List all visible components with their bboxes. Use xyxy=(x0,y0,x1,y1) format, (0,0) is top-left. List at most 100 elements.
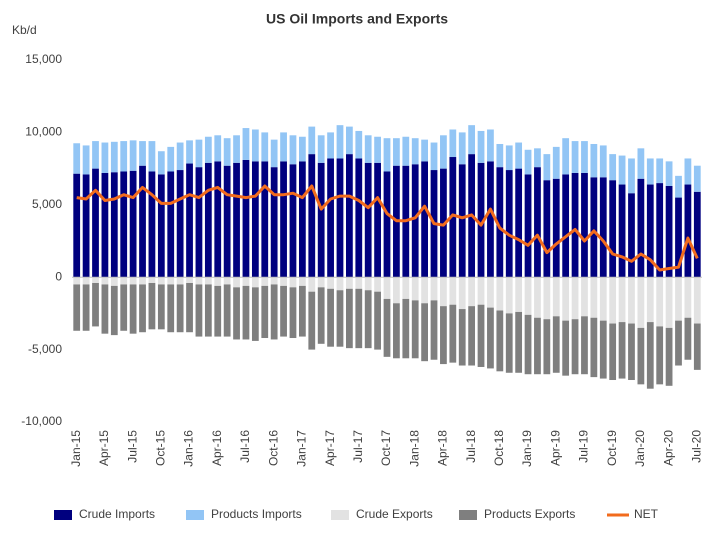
bar xyxy=(73,284,81,331)
bar xyxy=(656,277,664,327)
bar xyxy=(336,277,344,291)
bar xyxy=(298,136,306,162)
x-tick-label: Oct-16 xyxy=(266,430,280,466)
bar xyxy=(317,287,325,344)
bar xyxy=(684,158,692,185)
legend-swatch xyxy=(459,510,477,520)
bar xyxy=(393,277,400,304)
bar xyxy=(581,316,588,375)
bar xyxy=(543,154,551,181)
bar xyxy=(289,277,297,288)
bar xyxy=(656,158,664,184)
bar xyxy=(214,285,222,337)
bar xyxy=(308,154,316,278)
bar xyxy=(421,161,428,278)
bar xyxy=(204,284,212,337)
legend-swatch xyxy=(331,510,349,520)
bar xyxy=(458,164,466,278)
bar xyxy=(223,284,231,337)
bar xyxy=(665,277,673,328)
bar xyxy=(261,132,269,162)
bar xyxy=(383,138,391,172)
chart-title: US Oil Imports and Exports xyxy=(266,11,448,27)
bar xyxy=(157,174,165,278)
bar xyxy=(656,326,664,385)
bar xyxy=(101,142,109,173)
bar xyxy=(336,158,344,278)
bar xyxy=(571,141,579,173)
bar xyxy=(477,130,485,163)
bar xyxy=(346,277,353,289)
x-tick-label: Jul-16 xyxy=(238,430,252,463)
bar xyxy=(242,159,250,278)
legend-label: Products Imports xyxy=(211,507,302,521)
bar xyxy=(581,141,588,173)
y-tick-label: 10,000 xyxy=(25,125,62,139)
bar xyxy=(374,291,381,350)
bar xyxy=(449,277,457,305)
bar xyxy=(110,172,118,278)
bar xyxy=(374,136,381,163)
bar xyxy=(552,316,560,373)
bar xyxy=(562,138,570,175)
bar xyxy=(590,317,598,378)
bar xyxy=(176,277,184,285)
bar xyxy=(129,284,137,334)
bar xyxy=(477,277,485,305)
bar xyxy=(543,180,551,278)
bar xyxy=(364,290,372,349)
legend-swatch xyxy=(186,510,204,520)
bar xyxy=(270,277,278,285)
bar xyxy=(280,277,287,286)
bar xyxy=(110,277,118,286)
bar xyxy=(383,298,391,357)
bar xyxy=(327,132,334,159)
bar xyxy=(289,287,297,339)
bar xyxy=(298,277,306,286)
bar xyxy=(308,277,316,292)
bar xyxy=(468,125,476,155)
bar xyxy=(195,167,203,278)
bar xyxy=(675,175,682,198)
bar xyxy=(402,298,410,359)
bar xyxy=(364,162,372,278)
bar xyxy=(317,135,325,163)
y-tick-label: -5,000 xyxy=(28,342,62,356)
bar xyxy=(298,161,306,278)
x-tick-label: Jul-18 xyxy=(464,430,478,463)
bar xyxy=(393,303,400,359)
bar xyxy=(355,130,363,159)
bar xyxy=(618,277,626,323)
bar xyxy=(261,277,269,286)
bar xyxy=(101,277,109,285)
bar xyxy=(449,129,457,158)
bar xyxy=(233,135,240,163)
bar xyxy=(101,172,109,278)
bar xyxy=(618,155,626,185)
bar xyxy=(120,277,128,285)
bar xyxy=(430,300,438,360)
bar xyxy=(524,149,532,175)
bar xyxy=(590,277,598,318)
bar xyxy=(195,139,203,168)
bar xyxy=(186,277,193,283)
bar xyxy=(590,143,598,178)
bar xyxy=(496,277,504,311)
bar xyxy=(308,291,316,350)
y-tick-label: -10,000 xyxy=(21,414,62,428)
bar xyxy=(458,309,466,366)
bar xyxy=(251,161,259,278)
bar xyxy=(120,171,128,278)
bar xyxy=(684,277,692,318)
bar xyxy=(524,314,532,375)
y-tick-label: 5,000 xyxy=(32,197,62,211)
bar xyxy=(383,277,391,299)
bar xyxy=(468,306,476,366)
bar xyxy=(82,284,90,331)
bar xyxy=(82,174,90,278)
x-tick-label: Jul-20 xyxy=(689,430,703,463)
bar xyxy=(214,135,222,162)
net-line xyxy=(76,184,699,272)
bar xyxy=(599,277,607,321)
